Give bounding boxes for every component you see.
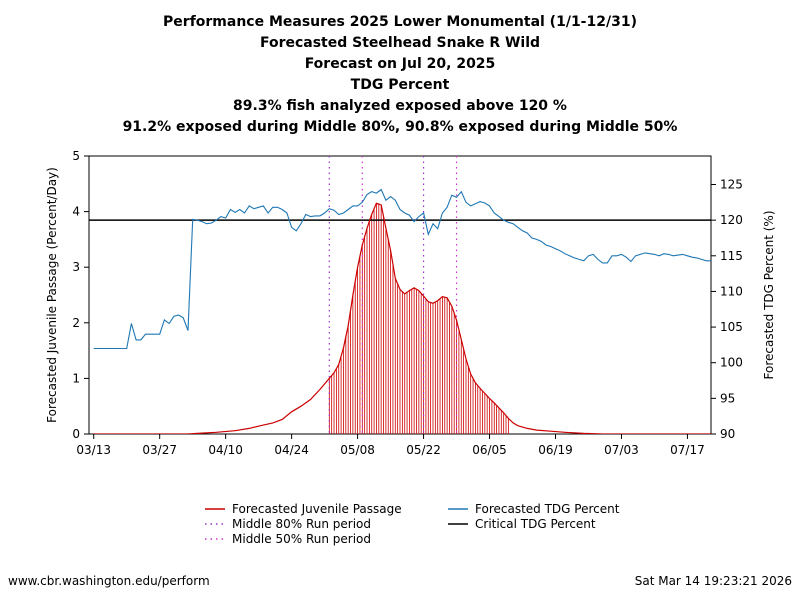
right-y-tick-label: 90 <box>720 427 735 441</box>
passage-fill-hatch <box>328 203 509 434</box>
left-y-axis-label: Forecasted Juvenile Passage (Percent/Day… <box>45 167 59 423</box>
chart-subtitle-measure: TDG Percent <box>350 77 450 93</box>
chart-titles: Performance Measures 2025 Lower Monument… <box>0 12 800 138</box>
right-y-tick-label: 125 <box>720 178 743 192</box>
legend-label: Middle 50% Run period <box>232 532 371 546</box>
legend-label: Forecasted TDG Percent <box>475 502 620 516</box>
chart-title: Performance Measures 2025 Lower Monument… <box>163 14 637 30</box>
right-y-tick-label: 105 <box>720 320 743 334</box>
x-tick-label: 03/27 <box>142 443 177 457</box>
x-tick-label: 06/05 <box>472 443 507 457</box>
x-tick-label: 04/24 <box>274 443 309 457</box>
x-tick-label: 07/17 <box>670 443 705 457</box>
left-y-tick-label: 2 <box>72 316 80 330</box>
left-y-tick-label: 1 <box>72 371 80 385</box>
right-y-tick-label: 120 <box>720 213 743 227</box>
x-tick-label: 07/03 <box>604 443 639 457</box>
chart-subtitle-species: Forecasted Steelhead Snake R Wild <box>259 35 541 51</box>
chart-subtitle-middle-exposure: 91.2% exposed during Middle 80%, 90.8% e… <box>122 119 678 135</box>
right-y-tick-label: 100 <box>720 356 743 370</box>
legend-label: Middle 80% Run period <box>232 517 371 531</box>
left-y-tick-label: 3 <box>72 260 80 274</box>
footer-timestamp: Sat Mar 14 19:23:21 2026 <box>634 574 792 588</box>
right-y-tick-label: 115 <box>720 249 743 263</box>
legend-label: Forecasted Juvenile Passage <box>232 502 402 516</box>
right-y-axis-label: Forecasted TDG Percent (%) <box>762 210 776 379</box>
chart-subtitle-exposure: 89.3% fish analyzed exposed above 120 % <box>233 98 567 114</box>
left-y-tick-label: 4 <box>72 205 80 219</box>
chart-subtitle-forecast-date: Forecast on Jul 20, 2025 <box>304 56 496 72</box>
left-y-tick-label: 5 <box>72 149 80 163</box>
x-tick-label: 05/08 <box>340 443 375 457</box>
footer-url[interactable]: www.cbr.washington.edu/perform <box>8 574 210 588</box>
legend-label: Critical TDG Percent <box>475 517 596 531</box>
left-y-tick-label: 0 <box>72 427 80 441</box>
x-tick-label: 05/22 <box>406 443 441 457</box>
right-y-tick-label: 110 <box>720 284 743 298</box>
x-tick-label: 03/13 <box>76 443 111 457</box>
x-tick-label: 04/10 <box>208 443 243 457</box>
x-tick-label: 06/19 <box>538 443 573 457</box>
tdg-series-line <box>93 188 711 350</box>
passage-series-line <box>93 202 711 434</box>
right-y-tick-label: 95 <box>720 391 735 405</box>
